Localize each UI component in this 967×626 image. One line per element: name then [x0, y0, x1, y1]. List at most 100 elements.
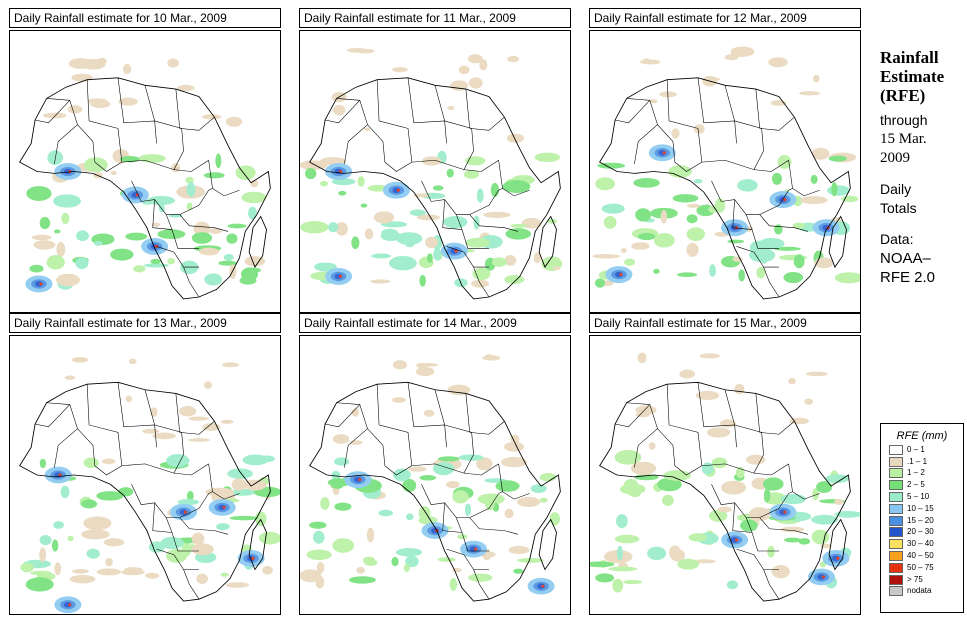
rain-patch [693, 178, 703, 184]
country-border [734, 424, 764, 474]
rain-patch [699, 353, 720, 359]
rain-patch [83, 516, 112, 531]
rain-patch [199, 247, 220, 256]
country-border [376, 79, 413, 163]
rain-patch [391, 397, 406, 403]
rain-patch [314, 262, 337, 272]
rain-patch [204, 273, 223, 286]
legend-item: 10 – 15 [889, 503, 963, 515]
rain-patch [419, 475, 437, 481]
rain-patch [39, 535, 52, 546]
country-border [407, 382, 447, 448]
rain-patch [648, 442, 656, 450]
legend-item: > 75 [889, 574, 963, 586]
rain-peak [68, 603, 72, 607]
country-border [788, 160, 820, 197]
country-border [755, 393, 795, 435]
rain-patch [319, 180, 329, 187]
rain-patch [637, 352, 647, 364]
rainfall-field [300, 353, 561, 595]
rain-patch [637, 233, 656, 241]
map-drawing [300, 47, 563, 300]
rain-peak [39, 282, 43, 286]
rain-patch [188, 416, 210, 421]
rain-patch [360, 203, 368, 208]
rain-patch [39, 216, 51, 230]
rain-patch [717, 506, 732, 513]
rain-patch [738, 269, 745, 282]
rainfall-map [299, 335, 571, 615]
rain-patch [167, 58, 179, 68]
rain-patch [46, 254, 65, 270]
rain-patch [378, 509, 393, 517]
rain-patch [177, 84, 195, 92]
legend-label: > 75 [907, 574, 923, 584]
rain-patch [209, 227, 223, 234]
country-border [434, 85, 445, 121]
country-border [421, 484, 490, 518]
country-border [498, 160, 530, 197]
rain-patch [86, 548, 100, 559]
madagascar-outline [538, 215, 557, 268]
legend-item: nodata [889, 586, 963, 598]
rain-patch [510, 434, 520, 444]
rain-patch [834, 510, 860, 518]
rain-patch [732, 256, 743, 262]
rain-patch [649, 99, 658, 104]
legend-item: 50 – 75 [889, 562, 963, 574]
rain-patch [688, 533, 708, 542]
map-drawing [592, 46, 860, 300]
legend-label: .1 – 1 [907, 456, 928, 466]
rain-peak [183, 510, 188, 514]
rain-patch [517, 496, 541, 508]
rain-patch [433, 248, 442, 261]
rain-patch [504, 441, 525, 452]
rain-patch [157, 229, 186, 240]
legend-label: 40 – 50 [907, 551, 934, 561]
rain-patch [426, 253, 433, 263]
country-border [724, 389, 735, 426]
rain-patch [395, 232, 423, 245]
country-border [778, 188, 793, 206]
rain-patch [363, 127, 371, 132]
rain-patch [805, 371, 828, 377]
rain-patch [72, 569, 89, 574]
rain-patch [305, 167, 317, 180]
rain-patch [186, 490, 194, 501]
rainfall-map [589, 335, 861, 615]
rain-patch [331, 470, 341, 481]
rain-patch [501, 456, 528, 468]
rain-patch [26, 186, 52, 201]
rain-patch [450, 80, 468, 91]
legend-label: 10 – 15 [907, 503, 934, 513]
rain-patch [158, 203, 165, 213]
rain-patch [103, 538, 125, 547]
rain-patch [774, 224, 783, 235]
rain-patch [491, 257, 507, 267]
rain-patch [125, 395, 132, 403]
legend-item: 40 – 50 [889, 550, 963, 562]
rain-patch [476, 188, 484, 203]
legend-item: 0 – 1 [889, 444, 963, 456]
rain-patch [309, 521, 327, 529]
rain-patch [405, 513, 414, 521]
rain-patch [334, 502, 352, 511]
country-border [344, 428, 368, 468]
madagascar-outline [538, 518, 557, 571]
rain-patch [76, 230, 89, 242]
legend-swatch [889, 480, 903, 491]
rain-patch [811, 529, 830, 545]
rain-patch [595, 573, 615, 583]
country-border [778, 491, 793, 509]
rain-peak [135, 193, 139, 197]
country-border [498, 463, 530, 500]
rain-patch [381, 228, 399, 238]
madagascar-outline [828, 518, 847, 571]
rain-patch [215, 153, 222, 169]
rain-patch [671, 128, 680, 139]
rain-patch [338, 190, 347, 196]
rain-patch [662, 494, 674, 507]
rain-patch [332, 104, 346, 116]
country-border [121, 463, 209, 476]
country-border [711, 484, 780, 518]
